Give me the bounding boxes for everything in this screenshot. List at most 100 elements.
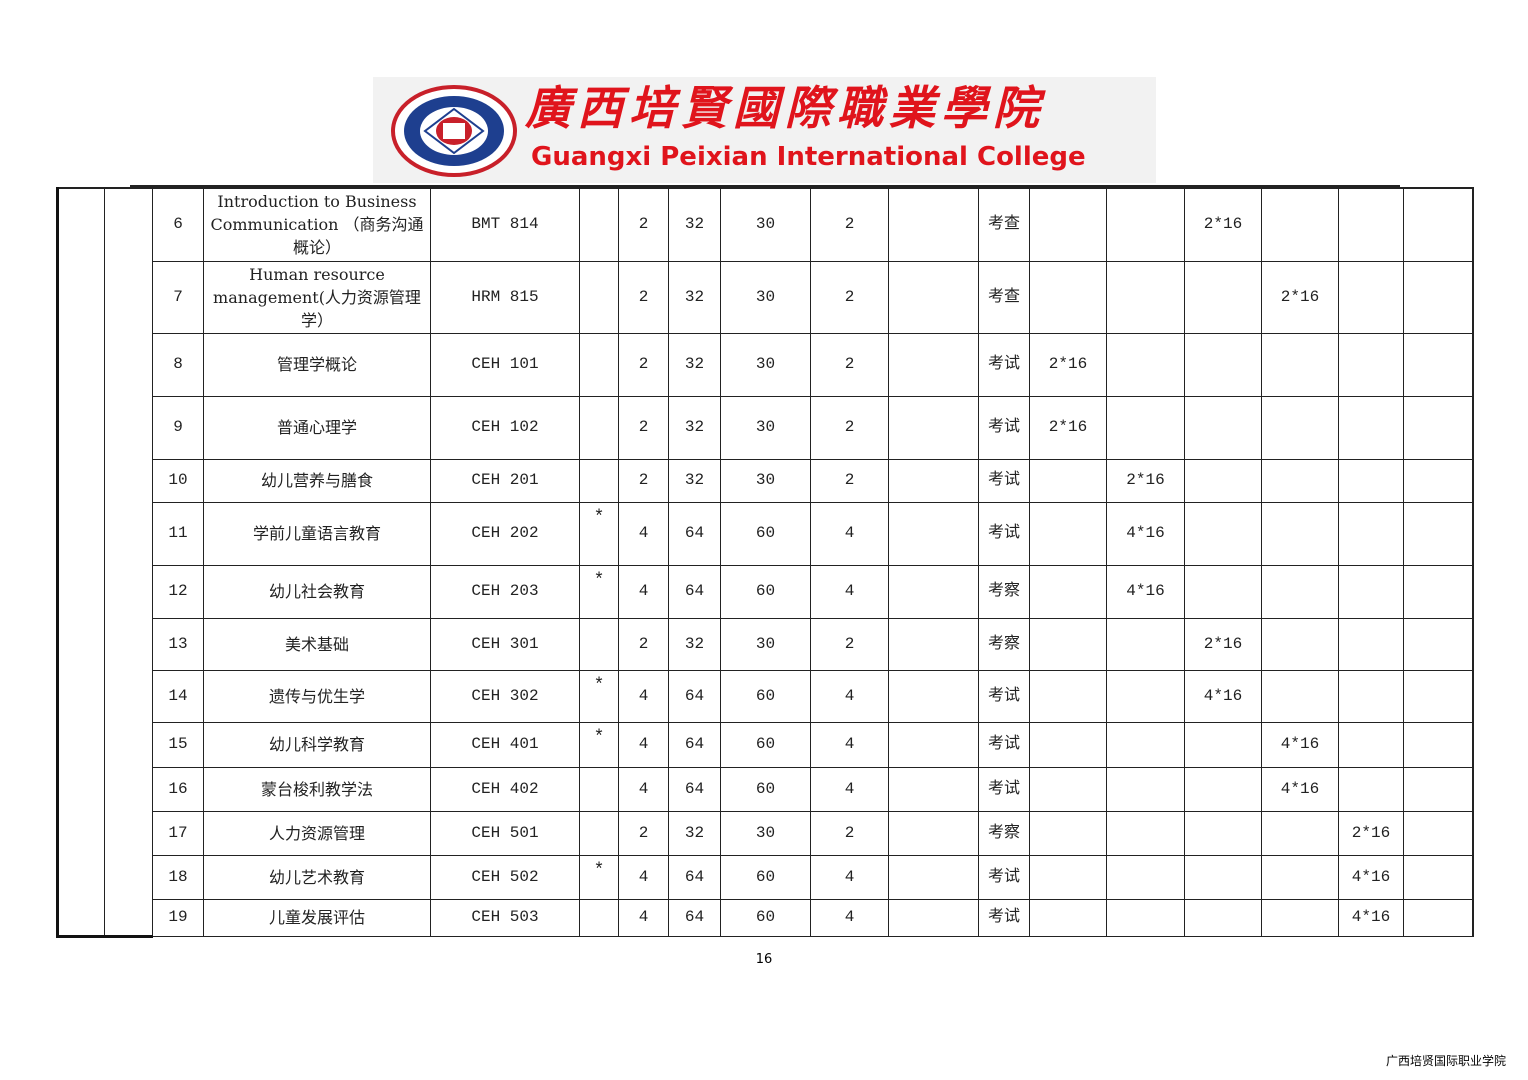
practice-hours: 4: [810, 501, 889, 566]
semester-1: 2*16: [1029, 332, 1107, 397]
assessment-type: 考试: [978, 458, 1030, 503]
practice-hours: 4: [810, 854, 889, 900]
course-number: 14: [152, 669, 204, 723]
core-course-mark: *: [579, 721, 619, 768]
course-number: 18: [152, 854, 204, 900]
semester-6: [1403, 395, 1474, 460]
table-row: 16 蒙台梭利教学法 CEH 402 4 64 60 4 考试 4*16: [58, 766, 1474, 812]
semester-4: [1261, 187, 1339, 262]
semester-2: [1106, 669, 1185, 723]
theory-hours: 60: [720, 898, 811, 937]
course-number: 6: [152, 187, 204, 262]
semester-6: [1403, 669, 1474, 723]
course-code: CEH 201: [430, 458, 580, 503]
semester-2: [1106, 721, 1185, 768]
extra-cell: [888, 187, 979, 262]
semester-1: [1029, 501, 1107, 566]
table-row: 11 学前儿童语言教育 CEH 202 * 4 64 60 4 考试 4*16: [58, 501, 1474, 566]
assessment-type: 考试: [978, 395, 1030, 460]
semester-6: [1403, 854, 1474, 900]
course-number: 17: [152, 810, 204, 856]
semester-4: [1261, 564, 1339, 619]
theory-hours: 60: [720, 766, 811, 812]
college-banner: 廣西培賢國際職業學院 Guangxi Peixian International…: [373, 77, 1156, 183]
semester-6: [1403, 501, 1474, 566]
semester-6: [1403, 810, 1474, 856]
core-course-mark: [579, 332, 619, 397]
semester-5: [1338, 332, 1404, 397]
semester-3: [1184, 395, 1262, 460]
table-row: 6 Introduction to Business Communication …: [56, 187, 1474, 938]
core-course-mark: *: [579, 501, 619, 566]
course-code: CEH 203: [430, 564, 580, 619]
page-number: 16: [755, 952, 773, 967]
semester-2: [1106, 332, 1185, 397]
table-row: 19 儿童发展评估 CEH 503 4 64 60 4 考试 4*16: [58, 898, 1474, 937]
total-hours: 32: [668, 458, 721, 503]
course-number: 15: [152, 721, 204, 768]
semester-4: 2*16: [1261, 260, 1339, 334]
core-course-mark: *: [579, 564, 619, 619]
course-number: 10: [152, 458, 204, 503]
extra-cell: [888, 766, 979, 812]
assessment-type: 考察: [978, 564, 1030, 619]
total-hours: 32: [668, 810, 721, 856]
core-course-mark: [579, 617, 619, 671]
semester-3: 2*16: [1184, 617, 1262, 671]
college-name-chinese: 廣西培賢國際職業學院: [525, 81, 1045, 135]
semester-5: 2*16: [1338, 810, 1404, 856]
theory-hours: 60: [720, 854, 811, 900]
semester-1: [1029, 260, 1107, 334]
extra-cell: [888, 617, 979, 671]
practice-hours: 4: [810, 669, 889, 723]
semester-3: [1184, 898, 1262, 937]
total-hours: 32: [668, 617, 721, 671]
semester-1: [1029, 187, 1107, 262]
total-hours: 64: [668, 854, 721, 900]
semester-1: [1029, 669, 1107, 723]
extra-cell: [888, 898, 979, 937]
semester-2: [1106, 395, 1185, 460]
practice-hours: 2: [810, 332, 889, 397]
semester-2: [1106, 810, 1185, 856]
semester-5: [1338, 766, 1404, 812]
theory-hours: 30: [720, 332, 811, 397]
extra-cell: [888, 810, 979, 856]
total-hours: 64: [668, 766, 721, 812]
semester-2: [1106, 854, 1185, 900]
course-name: 蒙台梭利教学法: [203, 766, 431, 812]
semester-4: [1261, 617, 1339, 671]
semester-1: [1029, 854, 1107, 900]
assessment-type: 考试: [978, 766, 1030, 812]
semester-2: [1106, 898, 1185, 937]
semester-1: [1029, 766, 1107, 812]
course-number: 8: [152, 332, 204, 397]
semester-5: [1338, 187, 1404, 262]
assessment-type: 考试: [978, 332, 1030, 397]
semester-4: [1261, 395, 1339, 460]
table-top-rule: [130, 185, 1400, 187]
semester-5: [1338, 501, 1404, 566]
semester-3: [1184, 564, 1262, 619]
total-hours: 64: [668, 564, 721, 619]
credits: 2: [618, 810, 669, 856]
theory-hours: 30: [720, 458, 811, 503]
total-hours: 32: [668, 395, 721, 460]
course-code: CEH 302: [430, 669, 580, 723]
practice-hours: 2: [810, 395, 889, 460]
core-course-mark: [579, 260, 619, 334]
table-row: 15 幼儿科学教育 CEH 401 * 4 64 60 4 考试 4*16: [58, 721, 1474, 768]
practice-hours: 2: [810, 458, 889, 503]
theory-hours: 60: [720, 669, 811, 723]
semester-3: [1184, 458, 1262, 503]
table-row: 8 管理学概论 CEH 101 2 32 30 2 考试 2*16: [58, 332, 1474, 397]
course-name: 遗传与优生学: [203, 669, 431, 723]
theory-hours: 30: [720, 187, 811, 262]
course-name: 美术基础: [203, 617, 431, 671]
course-code: CEH 301: [430, 617, 580, 671]
course-number: 9: [152, 395, 204, 460]
semester-1: [1029, 617, 1107, 671]
subcategory-cell: [104, 187, 153, 938]
semester-2: 4*16: [1106, 564, 1185, 619]
course-name: Introduction to Business Communication （…: [203, 187, 431, 262]
